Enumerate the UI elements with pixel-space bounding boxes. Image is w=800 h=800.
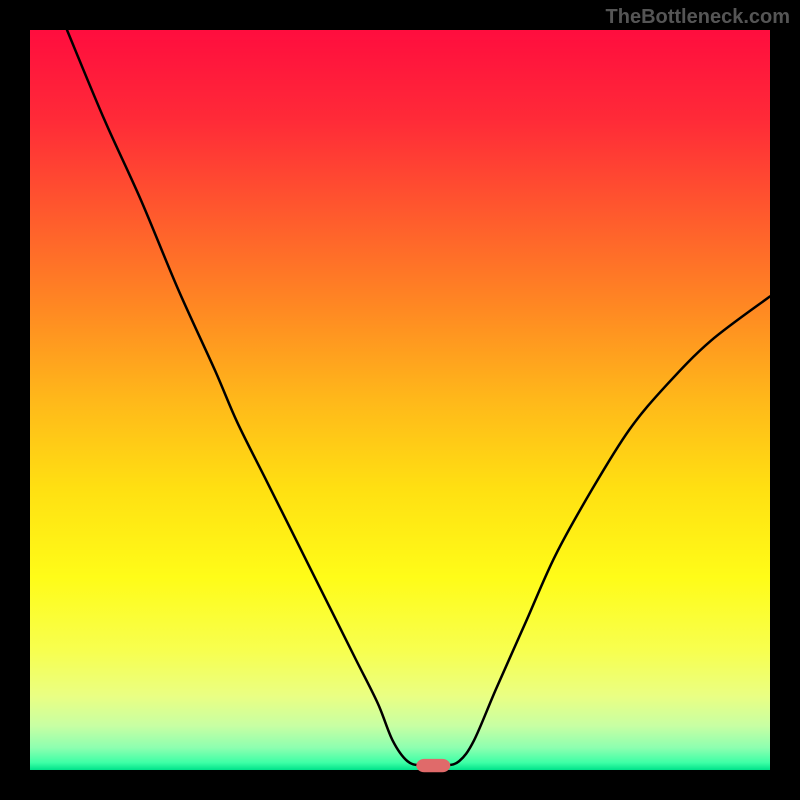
plot-background bbox=[30, 30, 770, 770]
chart-container: TheBottleneck.com bbox=[0, 0, 800, 800]
watermark-text: TheBottleneck.com bbox=[606, 6, 790, 29]
optimum-marker bbox=[416, 759, 450, 772]
chart-svg bbox=[0, 0, 800, 800]
